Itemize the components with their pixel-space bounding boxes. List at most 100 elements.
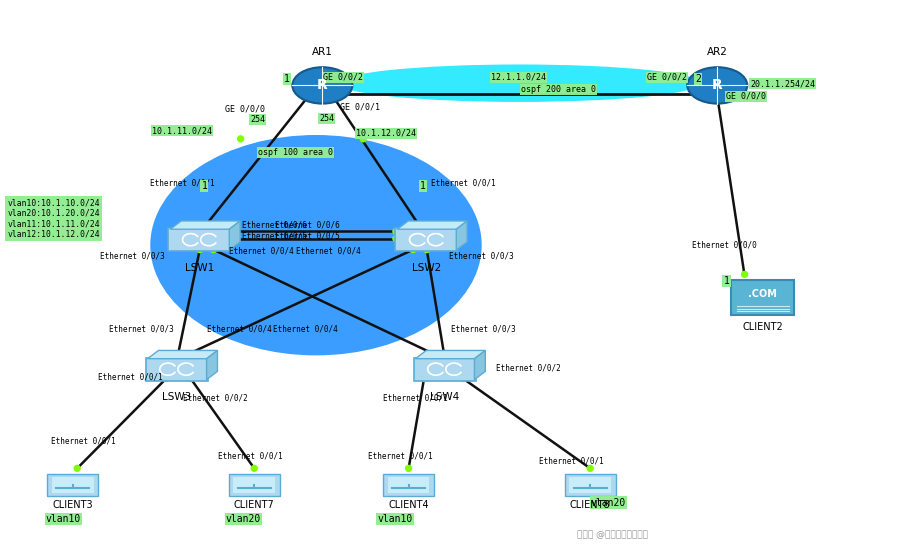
Text: 20.1.1.254/24: 20.1.1.254/24 bbox=[750, 79, 815, 88]
Text: 1: 1 bbox=[420, 181, 426, 191]
FancyBboxPatch shape bbox=[396, 228, 458, 251]
Text: .COM: .COM bbox=[748, 289, 777, 299]
Text: GE 0/0/1: GE 0/0/1 bbox=[340, 103, 380, 112]
Point bbox=[225, 227, 240, 236]
Point bbox=[206, 245, 221, 254]
Point bbox=[419, 245, 434, 254]
Text: 10.1.11.0/24: 10.1.11.0/24 bbox=[152, 126, 212, 135]
Text: 12.1.1.0/24: 12.1.1.0/24 bbox=[491, 73, 546, 82]
FancyBboxPatch shape bbox=[54, 485, 92, 491]
Polygon shape bbox=[148, 350, 218, 359]
Point bbox=[406, 245, 420, 254]
Text: vlan20: vlan20 bbox=[226, 514, 261, 524]
FancyBboxPatch shape bbox=[47, 474, 98, 496]
Point bbox=[710, 92, 725, 101]
Point bbox=[225, 234, 240, 243]
Text: Ethernet 0/0/2: Ethernet 0/0/2 bbox=[496, 363, 560, 372]
Point bbox=[438, 355, 452, 364]
Text: CLIENT7: CLIENT7 bbox=[234, 500, 274, 510]
Text: ospf 200 area 0: ospf 200 area 0 bbox=[521, 85, 596, 94]
Point bbox=[583, 464, 597, 473]
Text: 1: 1 bbox=[284, 74, 290, 84]
Polygon shape bbox=[416, 350, 485, 359]
Polygon shape bbox=[171, 221, 241, 229]
Text: Ethernet 0/0/3: Ethernet 0/0/3 bbox=[449, 252, 514, 261]
Text: 2: 2 bbox=[696, 74, 701, 84]
Text: 10.1.12.0/24: 10.1.12.0/24 bbox=[356, 129, 416, 138]
Text: Ethernet 0/0/4: Ethernet 0/0/4 bbox=[296, 246, 360, 255]
Polygon shape bbox=[398, 221, 467, 229]
Text: vlan10: vlan10 bbox=[46, 514, 81, 524]
Polygon shape bbox=[474, 350, 485, 380]
Text: Ethernet 0/0/4: Ethernet 0/0/4 bbox=[207, 325, 271, 334]
Text: Ethernet 0/0/1: Ethernet 0/0/1 bbox=[150, 179, 214, 187]
Point bbox=[356, 134, 370, 143]
Point bbox=[159, 374, 173, 383]
FancyBboxPatch shape bbox=[233, 477, 275, 493]
Point bbox=[70, 464, 84, 473]
FancyBboxPatch shape bbox=[414, 358, 477, 381]
Point bbox=[389, 227, 403, 236]
FancyBboxPatch shape bbox=[569, 477, 611, 493]
Text: LSW1: LSW1 bbox=[185, 263, 214, 273]
Text: CLIENT2: CLIENT2 bbox=[743, 322, 783, 332]
Point bbox=[456, 374, 470, 383]
Text: Ethernet 0/0/2: Ethernet 0/0/2 bbox=[183, 393, 248, 402]
Text: Ethernet 0/0/1: Ethernet 0/0/1 bbox=[368, 452, 432, 461]
FancyBboxPatch shape bbox=[390, 485, 428, 491]
FancyBboxPatch shape bbox=[383, 474, 434, 496]
FancyBboxPatch shape bbox=[388, 477, 429, 493]
Text: Ethernet 0/0/1: Ethernet 0/0/1 bbox=[51, 436, 115, 445]
Point bbox=[247, 464, 262, 473]
Point bbox=[183, 374, 198, 383]
Text: AR2: AR2 bbox=[707, 47, 727, 57]
Text: LSW2: LSW2 bbox=[412, 263, 441, 273]
Text: R: R bbox=[712, 78, 723, 93]
Text: Ethernet 0/0/4: Ethernet 0/0/4 bbox=[273, 325, 338, 334]
Text: Ethernet 0/0/1: Ethernet 0/0/1 bbox=[383, 393, 448, 402]
Ellipse shape bbox=[150, 135, 481, 355]
Text: 公众号 @网络工程师郭主任: 公众号 @网络工程师郭主任 bbox=[577, 530, 647, 539]
FancyBboxPatch shape bbox=[235, 485, 273, 491]
Text: 1: 1 bbox=[724, 276, 729, 286]
Point bbox=[233, 134, 248, 143]
Text: Ethernet 0/0/5: Ethernet 0/0/5 bbox=[242, 231, 307, 240]
Point bbox=[401, 464, 416, 473]
Text: GE 0/0/0: GE 0/0/0 bbox=[726, 92, 766, 101]
Text: vlan10: vlan10 bbox=[378, 514, 412, 524]
Text: R: R bbox=[317, 78, 328, 93]
Text: 254: 254 bbox=[320, 114, 334, 123]
Text: vlan10:10.1.10.0/24
vlan20:10.1.20.0/24
vlan11:10.1.11.0/24
vlan12:10.1.12.0/24: vlan10:10.1.10.0/24 vlan20:10.1.20.0/24 … bbox=[7, 198, 100, 239]
Text: Ethernet 0/0/1: Ethernet 0/0/1 bbox=[539, 457, 604, 466]
Point bbox=[389, 234, 403, 243]
Text: GE 0/0/2: GE 0/0/2 bbox=[647, 73, 687, 82]
Text: AR1: AR1 bbox=[312, 47, 332, 57]
Text: Ethernet 0/0/6: Ethernet 0/0/6 bbox=[275, 220, 340, 229]
Text: Ethernet 0/0/3: Ethernet 0/0/3 bbox=[451, 325, 516, 334]
Ellipse shape bbox=[338, 64, 701, 102]
Text: Ethernet 0/0/6: Ethernet 0/0/6 bbox=[242, 220, 307, 229]
Point bbox=[170, 355, 184, 364]
Point bbox=[438, 355, 452, 364]
FancyBboxPatch shape bbox=[571, 485, 609, 491]
Text: Ethernet 0/0/1: Ethernet 0/0/1 bbox=[98, 373, 163, 382]
Point bbox=[417, 374, 431, 383]
Circle shape bbox=[292, 67, 352, 104]
Point bbox=[192, 245, 207, 254]
Text: vlan20: vlan20 bbox=[591, 498, 626, 507]
Point bbox=[737, 270, 752, 279]
FancyBboxPatch shape bbox=[229, 474, 280, 496]
Text: Ethernet 0/0/0: Ethernet 0/0/0 bbox=[692, 241, 756, 250]
FancyBboxPatch shape bbox=[732, 280, 794, 315]
Text: Ethernet 0/0/3: Ethernet 0/0/3 bbox=[100, 252, 164, 261]
Point bbox=[170, 355, 184, 364]
Polygon shape bbox=[230, 221, 241, 250]
Text: CLIENT8: CLIENT8 bbox=[570, 500, 610, 510]
Text: LSW4: LSW4 bbox=[430, 392, 459, 402]
Text: CLIENT3: CLIENT3 bbox=[53, 500, 93, 510]
Text: ospf 100 area 0: ospf 100 area 0 bbox=[258, 148, 332, 157]
Polygon shape bbox=[456, 221, 467, 250]
Point bbox=[412, 221, 427, 230]
FancyBboxPatch shape bbox=[52, 477, 94, 493]
Text: Ethernet 0/0/5: Ethernet 0/0/5 bbox=[275, 231, 340, 240]
